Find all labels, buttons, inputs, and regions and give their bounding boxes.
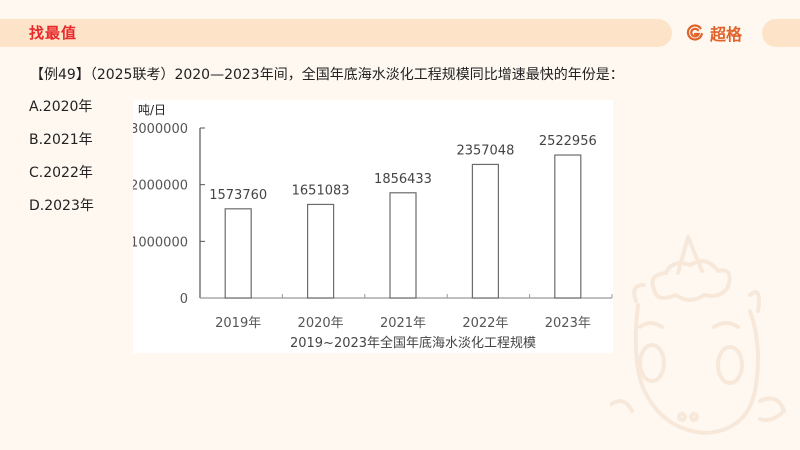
- x-category-label: 2022年: [462, 316, 508, 331]
- bar: [307, 203, 335, 299]
- bar: [471, 163, 499, 299]
- bar: [389, 192, 417, 299]
- unicorn-mascot-watermark: [608, 215, 800, 450]
- section-title: 找最值: [29, 24, 78, 42]
- option-c[interactable]: C.2022年: [29, 165, 93, 181]
- chart-caption: 2019~2023年全国年底海水淡化工程规模: [290, 335, 536, 351]
- bar-data-label: 2522956: [539, 134, 597, 149]
- y-tick-label: 0: [180, 292, 188, 307]
- x-category-label: 2020年: [298, 316, 344, 331]
- y-tick-label: 1000000: [133, 235, 188, 250]
- bar-chart: 吨/日 0 1000000 2000000 3000000 1573760 2019年 165…: [130, 100, 613, 353]
- brand-name: 超格: [710, 25, 743, 44]
- y-tick-label: 2000000: [133, 179, 188, 194]
- question-text: 【例49】（2025联考）2020—2023年间，全国年底海水淡化工程规模同比增…: [30, 67, 624, 83]
- header-band-right: [762, 19, 800, 47]
- bar-data-label: 1856433: [374, 172, 432, 187]
- option-d[interactable]: D.2023年: [29, 198, 94, 214]
- y-tick-label: 3000000: [133, 122, 188, 137]
- g-logo-icon: [686, 24, 704, 42]
- bar: [554, 154, 582, 299]
- bar: [224, 208, 252, 299]
- option-b[interactable]: B.2021年: [29, 132, 93, 148]
- y-axis-unit-label: 吨/日: [138, 103, 166, 117]
- answer-options: A.2020年 B.2021年 C.2022年 D.2023年: [29, 98, 94, 230]
- brand-logo: 超格: [686, 21, 742, 45]
- bar-data-label: 1651083: [292, 183, 350, 198]
- bar-data-label: 1573760: [209, 188, 267, 203]
- chart-canvas: 吨/日 0 1000000 2000000 3000000 1573760 2019年 165…: [130, 103, 613, 351]
- x-category-label: 2023年: [545, 316, 591, 331]
- x-category-label: 2021年: [380, 316, 426, 331]
- x-category-label: 2019年: [215, 316, 261, 331]
- header-band: [0, 19, 672, 47]
- bar-data-label: 2357048: [456, 143, 514, 158]
- option-a[interactable]: A.2020年: [29, 99, 93, 115]
